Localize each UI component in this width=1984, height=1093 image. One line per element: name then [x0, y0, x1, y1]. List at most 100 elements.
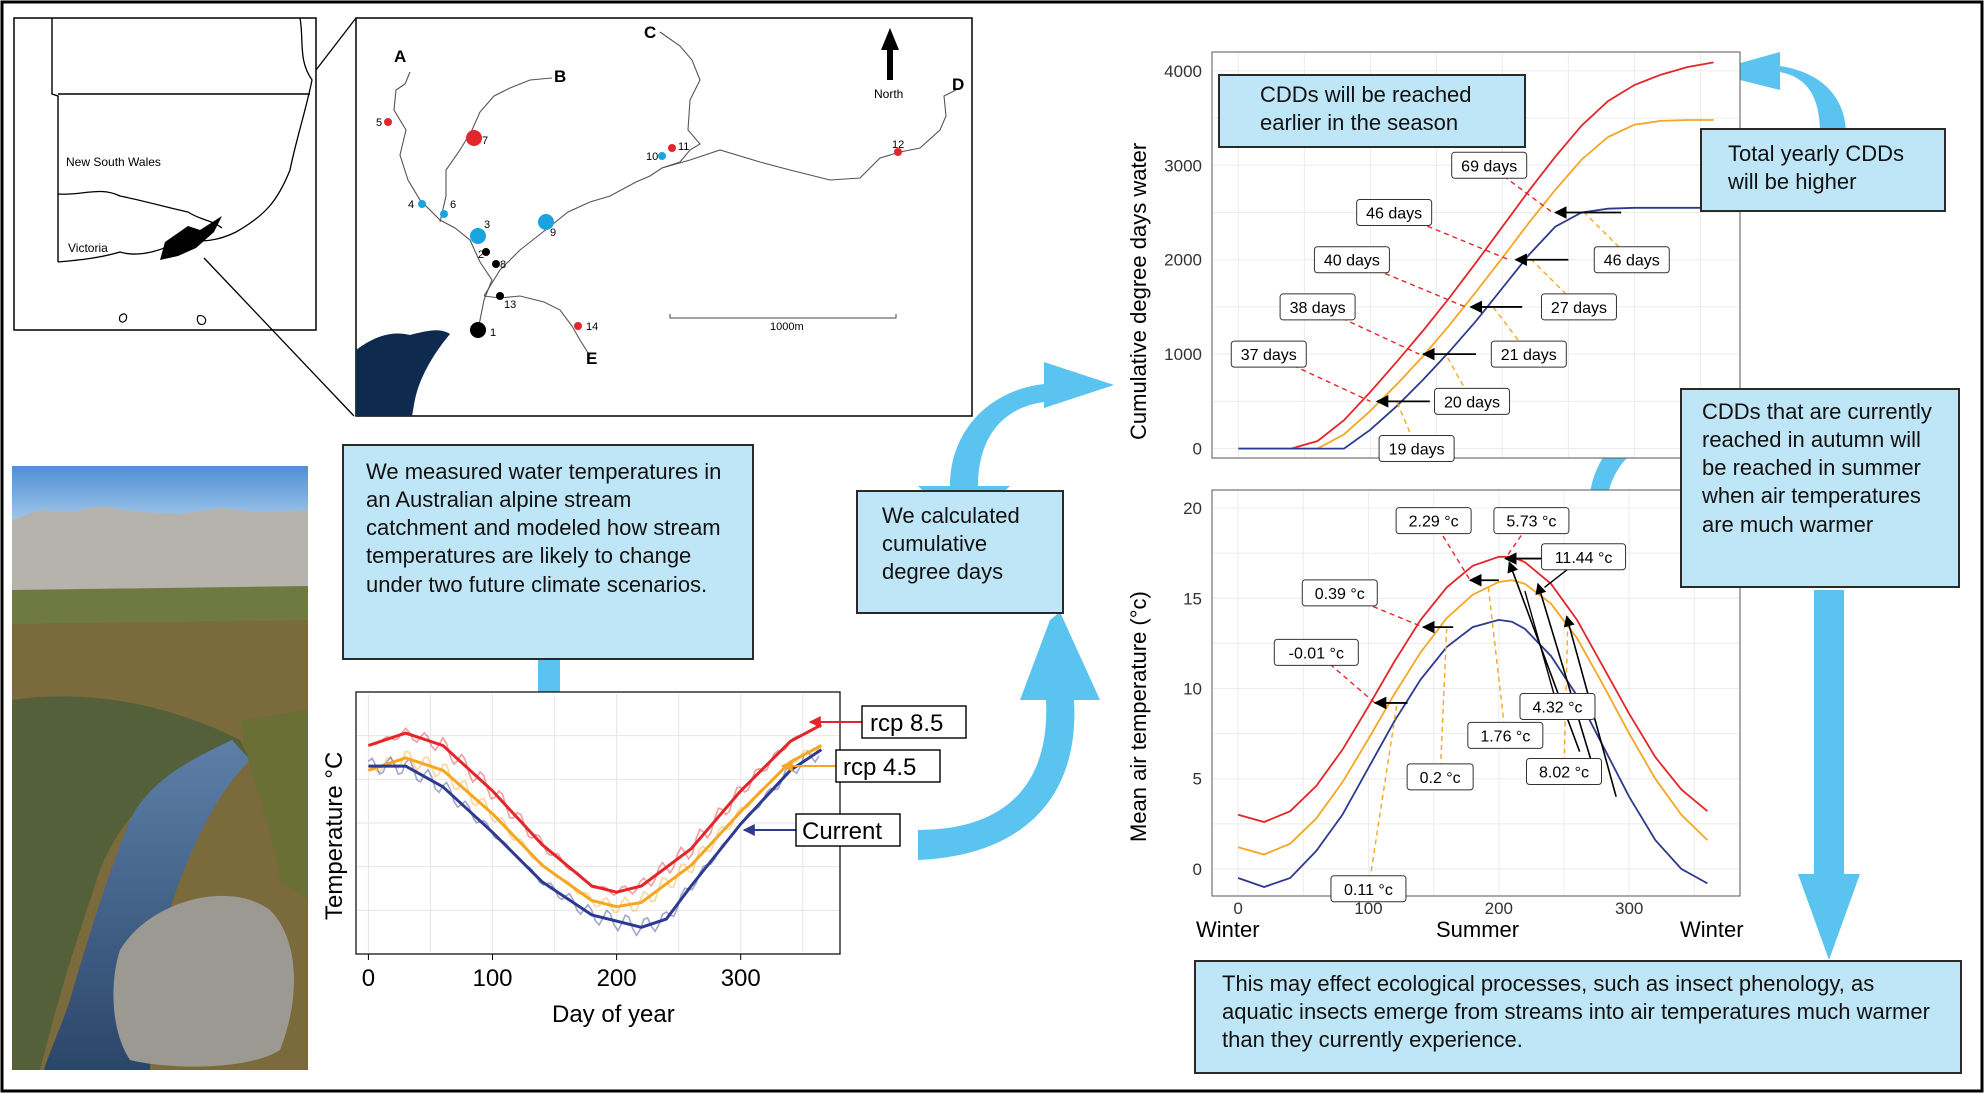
value-label-box: [1378, 435, 1455, 463]
series-line-Current: [368, 748, 823, 929]
value-label-box: [1273, 638, 1359, 666]
stream-c-label: C: [644, 23, 656, 42]
label-leader-line: [1487, 587, 1507, 736]
arrow-down-to-effect-icon: [1798, 590, 1860, 960]
site-marker-14: [574, 322, 582, 330]
site-marker-11: [668, 144, 676, 152]
value-label-box: [1330, 875, 1407, 903]
legend-rcp85-label: rcp 8.5: [870, 710, 943, 737]
y-tick-label: 4000: [1164, 62, 1202, 81]
site-label-10: 10: [646, 151, 658, 163]
reservoir: [356, 330, 450, 416]
legend-current: [795, 813, 901, 847]
victoria-label: Victoria: [68, 241, 108, 255]
value-label: 0.39 °c: [1315, 586, 1365, 603]
value-label-box: [1313, 246, 1390, 274]
label-leader-line: [1339, 592, 1424, 628]
legend-pointers: [742, 716, 862, 836]
value-label: 0.11 °c: [1344, 882, 1393, 899]
site-label-4: 4: [408, 199, 414, 211]
legend-current-label: Current: [802, 818, 882, 845]
value-label: 4.32 °c: [1532, 700, 1582, 717]
site-label-13: 13: [504, 299, 516, 311]
value-label-box: [1279, 293, 1356, 321]
series-line-rcp85: [1237, 555, 1708, 823]
series-line-rcp85: [1238, 61, 1714, 450]
arrow-total-icon: [1708, 52, 1846, 134]
series-line-Current: [1238, 206, 1714, 450]
x-category-winter-start: Winter: [1196, 917, 1260, 942]
site-marker-2: [482, 248, 490, 256]
site-label-14: 14: [586, 321, 598, 333]
y-axis-label: Temperature °C: [321, 752, 348, 920]
y-tick-label: 0: [1193, 440, 1202, 459]
y-axis-label: Mean air temperature (°c): [1126, 591, 1151, 842]
legend-rcp45: [835, 749, 941, 783]
value-label-box: [1526, 757, 1602, 785]
value-label: 0.2 °c: [1420, 770, 1461, 787]
note-calculated: We calculated cumulative degree days: [856, 490, 1064, 614]
value-label-box: [1395, 507, 1472, 535]
value-label: 37 days: [1241, 347, 1297, 364]
label-leader-line: [1563, 616, 1569, 772]
y-tick-label: 0: [1193, 860, 1202, 879]
x-tick-label: 300: [721, 965, 761, 992]
label-leader-line: [1367, 702, 1398, 889]
site-label-5: 5: [376, 117, 382, 129]
diagonal-shift-arrow: [1507, 561, 1581, 752]
legend-rcp45-label: rcp 4.5: [843, 754, 916, 781]
stream-temperature-chart: 0 100 200 300 Day of year Temperature °C rc…: [321, 691, 967, 1028]
stream-photo: [12, 466, 308, 1070]
note-earlier: CDDs will be reached earlier in the seas…: [1218, 74, 1526, 148]
site-marker-13: [496, 292, 504, 300]
value-label-box: [1301, 579, 1378, 607]
site-label-1: 1: [490, 327, 496, 339]
site-marker-8: [492, 260, 500, 268]
site-label-3: 3: [484, 219, 490, 231]
series-line-Current: [1237, 618, 1708, 888]
value-label-box: [1356, 199, 1433, 227]
value-label-box: [1593, 246, 1670, 274]
value-label-box: [1467, 721, 1544, 749]
x-tick-label: 0: [362, 965, 375, 992]
site-marker-5: [384, 118, 392, 126]
value-label-box: [1540, 293, 1617, 321]
value-label-box: [1519, 693, 1596, 721]
site-marker-12: [894, 148, 902, 156]
label-leader-line: [1504, 520, 1532, 559]
value-label: 38 days: [1290, 300, 1346, 317]
site-marker-6: [440, 210, 448, 218]
legend-rcp85: [861, 705, 967, 739]
stream-a-label: A: [394, 47, 406, 66]
note-autumn: CDDs that are currently reached in autum…: [1680, 388, 1960, 588]
north-label: North: [874, 87, 903, 101]
air-temperature-chart: 0 5 10 15 20 0 100 200 300 -0.01 °c 0.39 °c 2.29 …: [1126, 489, 1744, 942]
series-line-rcp85: [367, 723, 823, 894]
scale-bar: [669, 314, 897, 319]
note-total: Total yearly CDDs will be higher: [1700, 128, 1946, 212]
arrow-up-to-cdd-icon: [918, 362, 1114, 530]
y-tick-label: 5: [1193, 770, 1202, 789]
value-label: 1.76 °c: [1480, 728, 1530, 745]
x-tick-label: 100: [1354, 899, 1382, 918]
value-label-box: [1230, 340, 1307, 368]
site-marker-4: [418, 200, 426, 208]
site-label-2: 2: [478, 249, 484, 261]
value-label: 11.44 °c: [1555, 550, 1613, 567]
label-leader-line: [1439, 628, 1448, 777]
value-label: 2.29 °c: [1409, 514, 1459, 531]
value-label: 46 days: [1366, 206, 1422, 223]
site-label-9: 9: [550, 227, 556, 239]
site-marker-3: [470, 228, 486, 244]
y-tick-label: 10: [1183, 679, 1202, 698]
stream-b-label: B: [554, 67, 566, 86]
value-label: 69 days: [1461, 158, 1517, 175]
plot-panel: [1211, 489, 1741, 897]
x-category-summer: Summer: [1436, 917, 1519, 942]
y-tick-label: 2000: [1164, 251, 1202, 270]
y-tick-label: 3000: [1164, 156, 1202, 175]
value-label: 19 days: [1389, 442, 1445, 459]
site-label-6: 6: [450, 199, 456, 211]
value-label: 21 days: [1501, 347, 1557, 364]
